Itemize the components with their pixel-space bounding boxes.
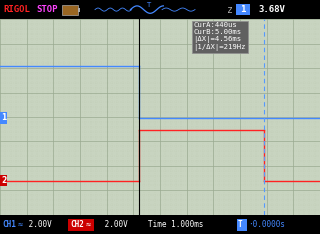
Text: 2.00V: 2.00V	[24, 220, 52, 229]
Text: STOP: STOP	[36, 5, 58, 14]
Bar	[236, 4, 250, 15]
Text: 1: 1	[240, 5, 246, 14]
Text: CurA:440us
CurB:5.00ms
|ΔX|=4.56ms
|1/ΔX|=219Hz: CurA:440us CurB:5.00ms |ΔX|=4.56ms |1/ΔX…	[194, 22, 246, 51]
Bar	[78, 8, 80, 12]
Text: ≈: ≈	[18, 220, 23, 229]
Text: ≈: ≈	[86, 220, 91, 229]
Text: CH1: CH1	[2, 220, 16, 229]
Text: T: T	[146, 2, 150, 8]
Text: z: z	[227, 5, 233, 15]
Text: ·0.0000s: ·0.0000s	[248, 220, 285, 229]
Bar	[237, 219, 247, 231]
Text: T: T	[142, 9, 147, 15]
Text: Time 1.000ms: Time 1.000ms	[148, 220, 204, 229]
Text: RIGOL: RIGOL	[3, 5, 30, 14]
Text: CH2: CH2	[70, 220, 84, 229]
Bar	[62, 5, 78, 15]
Bar	[68, 219, 94, 231]
Text: T: T	[238, 220, 243, 229]
Text: 2: 2	[1, 176, 6, 185]
Text: 3.68V: 3.68V	[258, 5, 285, 14]
Text: 2.00V: 2.00V	[100, 220, 128, 229]
Text: 1: 1	[1, 113, 6, 122]
